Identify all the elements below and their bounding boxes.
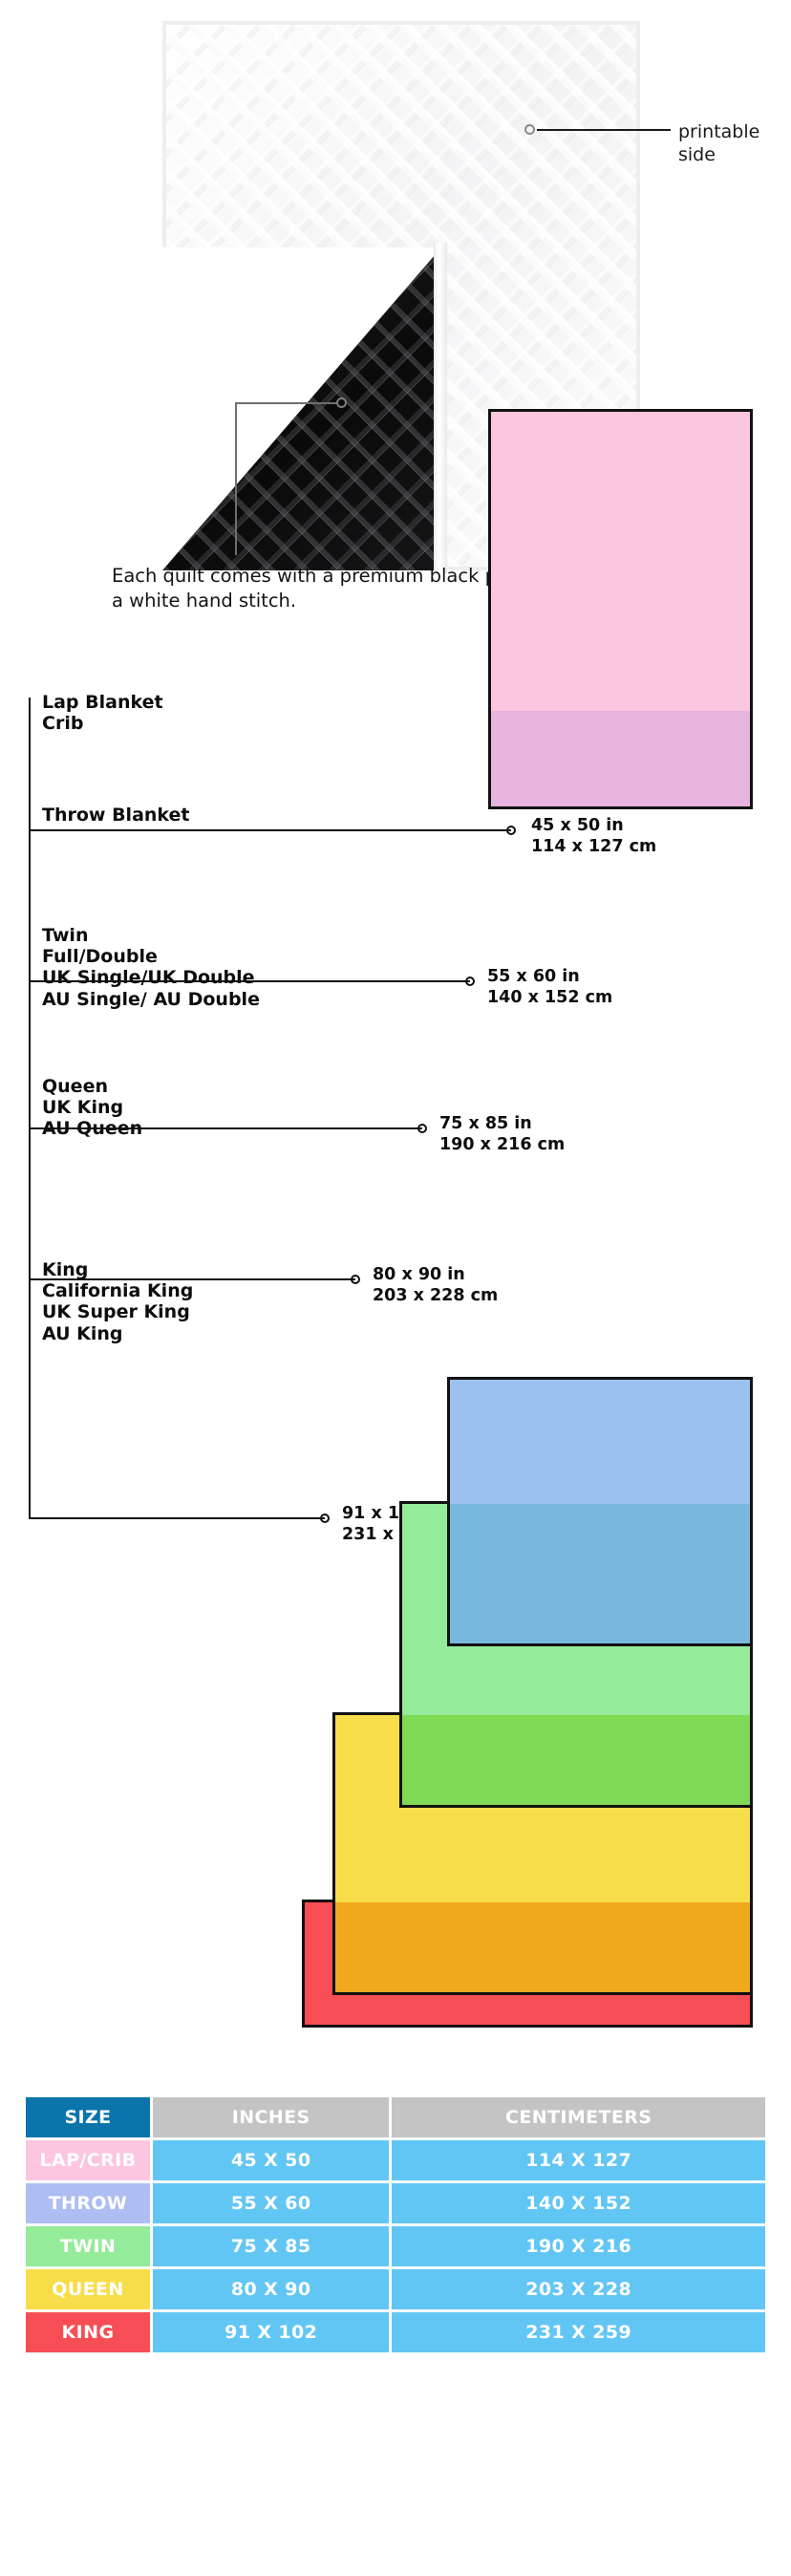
table-cell-size: TWIN — [26, 2226, 150, 2266]
table-header-centimeters: CENTIMETERS — [392, 2097, 765, 2137]
table-row: LAP/CRIB 45 X 50 114 X 127 — [26, 2140, 765, 2180]
table-header-size: SIZE — [26, 2097, 150, 2137]
table-row: QUEEN 80 X 90 203 X 228 — [26, 2269, 765, 2309]
quilt-hero-section: printable side Each quilt comes with a p… — [0, 0, 791, 669]
size-table: SIZE INCHES CENTIMETERS LAP/CRIB 45 X 50… — [23, 2094, 768, 2355]
table-cell-centimeters: 114 X 127 — [392, 2140, 765, 2180]
table-cell-centimeters: 190 X 216 — [392, 2226, 765, 2266]
label-king-names: King California King UK Super King AU Ki… — [42, 1259, 194, 1344]
table-row: THROW 55 X 60 140 X 152 — [26, 2183, 765, 2223]
table-cell-size: KING — [26, 2312, 150, 2352]
black-backing-callout-line-v — [235, 402, 237, 555]
quilt-black-backing — [162, 247, 441, 570]
quilt-illustration — [162, 21, 640, 573]
label-twin-dims: 75 x 85 in 190 x 216 cm — [439, 1114, 566, 1155]
label-twin-names: Twin Full/Double UK Single/UK Double AU … — [42, 925, 260, 1010]
table-cell-centimeters: 140 X 152 — [392, 2183, 765, 2223]
table-cell-size: LAP/CRIB — [26, 2140, 150, 2180]
label-queen-dims: 80 x 90 in 203 x 228 cm — [373, 1265, 499, 1306]
label-lap-crib-dims: 45 x 50 in 114 x 127 cm — [531, 816, 657, 857]
printable-side-callout-dot — [524, 124, 535, 135]
table-row: KING 91 X 102 231 X 259 — [26, 2312, 765, 2352]
rect-overlap-throw-twin — [450, 1504, 750, 1643]
black-backing-callout-line-h — [235, 402, 336, 404]
table-cell-size: THROW — [26, 2183, 150, 2223]
table-header-row: SIZE INCHES CENTIMETERS — [26, 2097, 765, 2137]
table-cell-inches: 45 X 50 — [153, 2140, 390, 2180]
printable-side-label: printable side — [678, 121, 760, 165]
rect-overlap-queen-king — [335, 1902, 750, 1992]
size-comparison-diagram: Lap Blanket Crib 45 x 50 in 114 x 127 cm… — [0, 409, 791, 2083]
table-header-inches: INCHES — [153, 2097, 390, 2137]
table-cell-centimeters: 231 X 259 — [392, 2312, 765, 2352]
printable-side-callout-line — [537, 129, 671, 131]
table-cell-inches: 75 X 85 — [153, 2226, 390, 2266]
table-cell-inches: 91 X 102 — [153, 2312, 390, 2352]
quilt-fold-binding — [434, 243, 447, 573]
label-lap-crib-names: Lap Blanket Crib — [42, 692, 163, 735]
table-row: TWIN 75 X 85 190 X 216 — [26, 2226, 765, 2266]
label-queen-names: Queen UK King AU Queen — [42, 1076, 143, 1140]
rect-overlap-twin-queen — [402, 1715, 750, 1805]
table-cell-centimeters: 203 X 228 — [392, 2269, 765, 2309]
table-cell-size: QUEEN — [26, 2269, 150, 2309]
table-cell-inches: 80 X 90 — [153, 2269, 390, 2309]
rect-overlap-lapcrib-throw — [491, 711, 750, 806]
label-throw-names: Throw Blanket — [42, 805, 190, 826]
label-throw-dims: 55 x 60 in 140 x 152 cm — [487, 967, 613, 1008]
black-backing-callout-dot — [336, 397, 347, 408]
table-cell-inches: 55 X 60 — [153, 2183, 390, 2223]
